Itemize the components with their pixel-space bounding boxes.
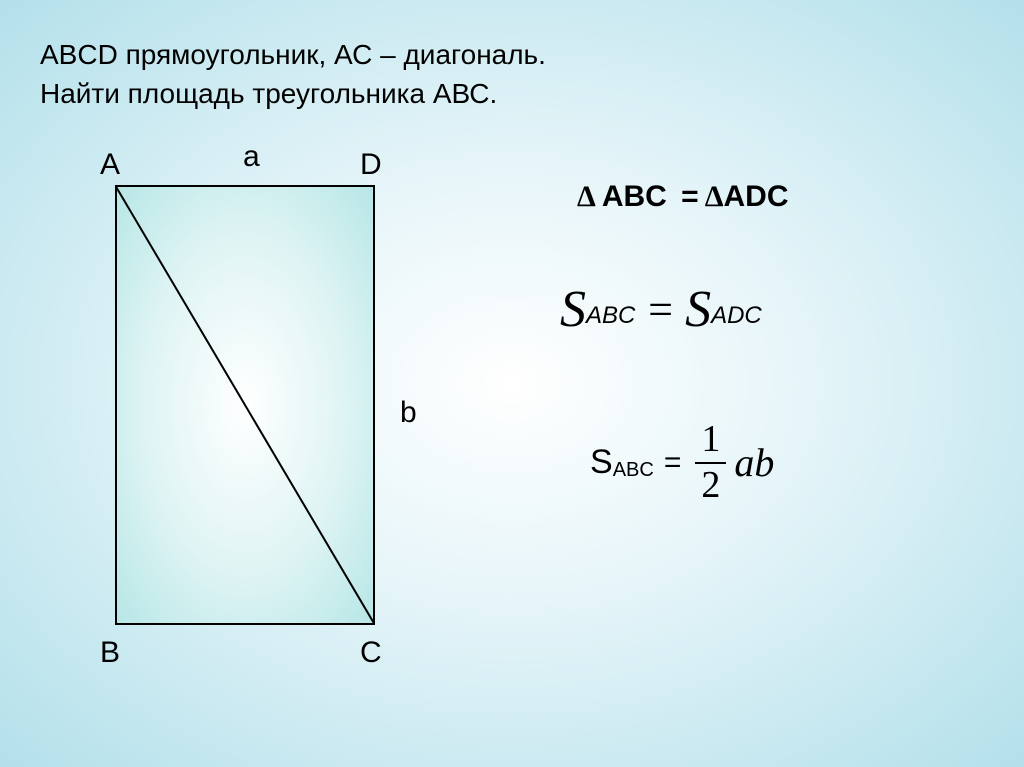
delta-symbol-2: Δ <box>705 180 724 213</box>
problem-line-1: ABCD прямоугольник, АС – диагональ. <box>40 39 546 70</box>
s-left: S <box>560 280 586 339</box>
delta-symbol-1: Δ <box>577 180 596 213</box>
side-label-b: b <box>400 396 417 430</box>
abc-label-1: ABC <box>602 180 667 213</box>
fraction-half: 1 2 <box>695 420 726 506</box>
problem-statement: ABCD прямоугольник, АС – диагональ. Найт… <box>40 35 546 113</box>
fraction-denominator: 2 <box>695 466 726 506</box>
ab-product: ab <box>734 439 774 486</box>
equation-area-equal: SABC = SADC <box>560 280 762 339</box>
adc-label-1: ADC <box>724 180 789 213</box>
equation-triangle-congruence: ΔABC =ΔADC <box>577 180 789 214</box>
slide-background: ABCD прямоугольник, АС – диагональ. Найт… <box>0 0 1024 767</box>
fraction-numerator: 1 <box>695 420 726 460</box>
vertex-a: A <box>100 148 120 182</box>
problem-line-2: Найти площадь треугольника АВС. <box>40 78 497 109</box>
equals-sign-3: = <box>664 446 682 480</box>
sub-adc: ADC <box>711 302 762 330</box>
equals-sign-1: = <box>681 180 699 213</box>
vertex-b: B <box>100 636 120 670</box>
side-label-a: a <box>243 140 260 174</box>
vertex-d: D <box>360 148 382 182</box>
equation-area-formula: SABC = 1 2 ab <box>590 420 774 506</box>
sub-abc-3: ABC <box>613 459 654 482</box>
s-right: S <box>685 280 711 339</box>
diagonal-ac <box>115 185 375 625</box>
s-label-3: S <box>590 443 613 482</box>
sub-abc: ABC <box>586 302 635 330</box>
equals-sign-2: = <box>645 284 675 335</box>
vertex-c: C <box>360 636 382 670</box>
